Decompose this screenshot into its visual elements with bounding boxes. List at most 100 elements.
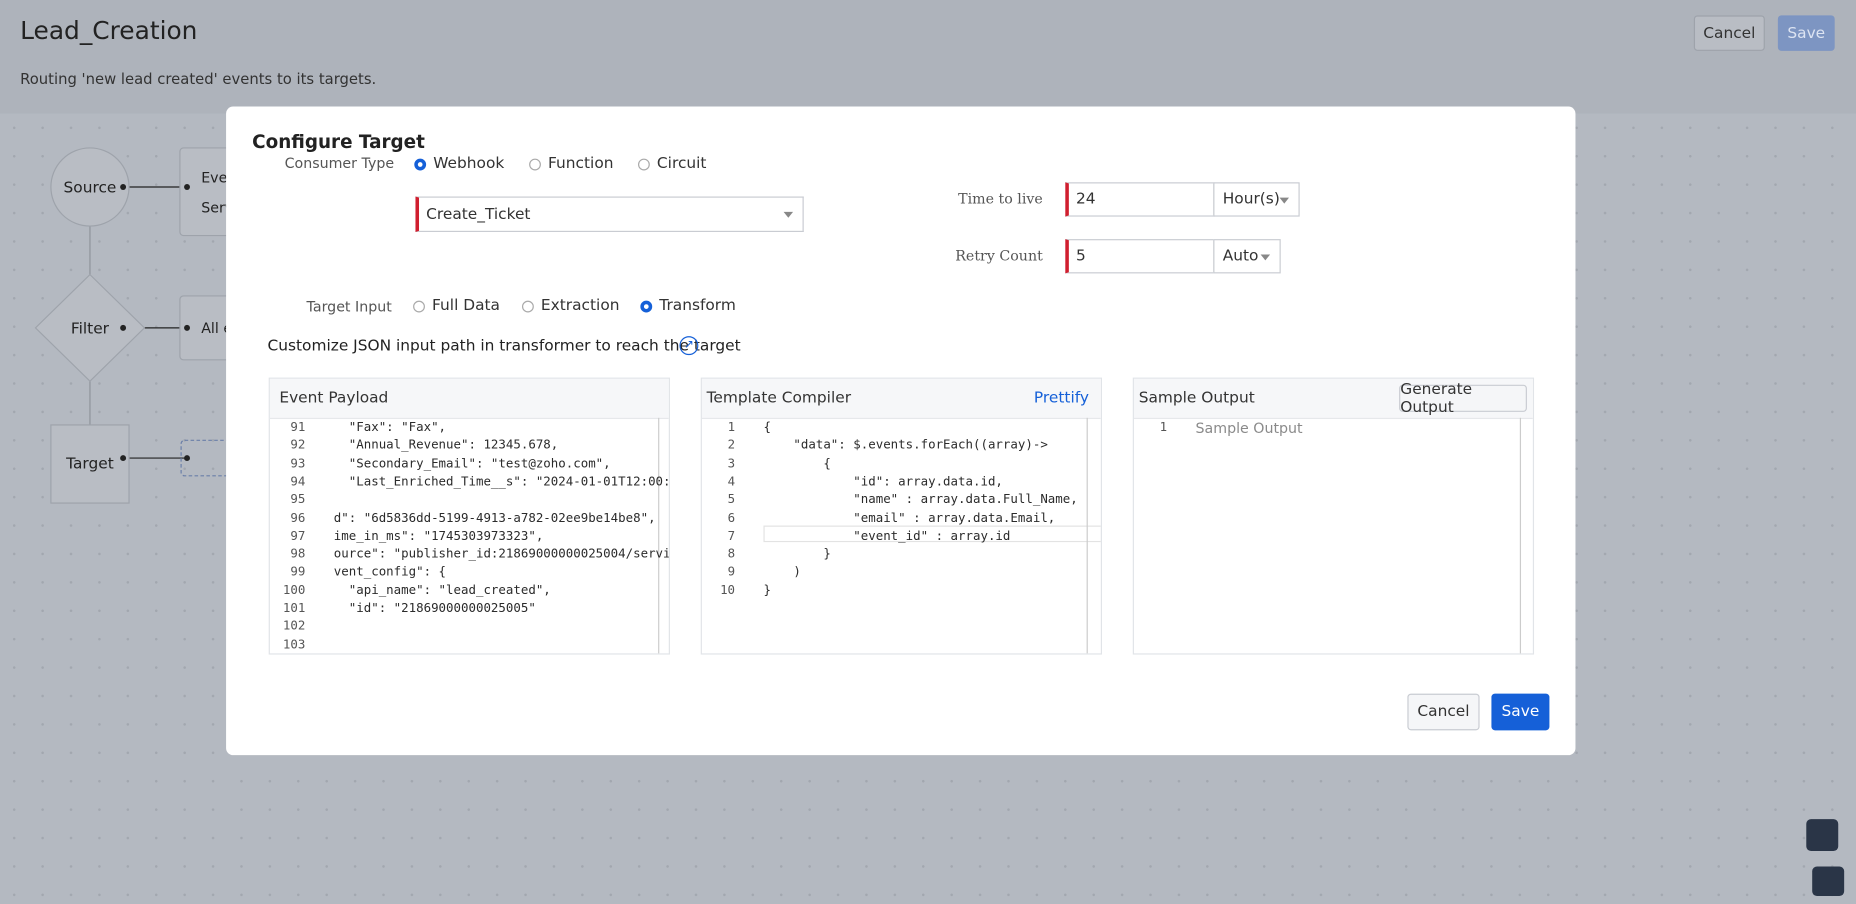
node-box-label: Eve (201, 171, 227, 187)
line-number: 91 (290, 420, 306, 435)
line-number: 10 (720, 583, 736, 598)
code-line: "Secondary_Email": "test@zoho.com", (333, 456, 611, 471)
code-line: "Last_Enriched_Time__s": "2024-01-01T12:… (333, 474, 670, 489)
target-node[interactable] (50, 424, 130, 504)
line-number: 8 (727, 546, 736, 562)
cancel-button[interactable]: Cancel (1407, 693, 1480, 731)
code-line: "id": "21869000000025005" (333, 601, 536, 616)
radio-label: Function (548, 155, 614, 173)
save-button[interactable]: Save (1491, 693, 1550, 731)
configure-target-dialog: Configure Target Consumer Type Webhook F… (226, 106, 1576, 756)
code-line: Sample Output (1195, 420, 1303, 437)
consumer-type-label: Consumer Type (284, 155, 395, 172)
line-number: 94 (290, 474, 306, 489)
code-line: } (763, 583, 771, 598)
panel-header: Event Payload (269, 378, 669, 420)
line-number: 100 (282, 583, 306, 598)
port (184, 324, 190, 331)
node-label: Target (65, 454, 114, 472)
code-line: ource": "publisher_id:21869000000025004/… (333, 546, 670, 562)
scrollbar (1086, 417, 1088, 654)
input-value: 5 (1075, 247, 1086, 266)
target-select[interactable]: Create_Ticket (415, 196, 804, 232)
panel-title: Template Compiler (706, 389, 852, 408)
filter-node[interactable] (34, 273, 146, 382)
code-line: "id": array.data.id, (763, 474, 1003, 489)
port (120, 324, 127, 331)
generate-output-button[interactable]: Generate Output (1399, 381, 1527, 416)
select-value: Auto (1222, 247, 1259, 266)
radio-webhook[interactable]: Webhook (414, 155, 504, 173)
line-number: 7 (727, 528, 736, 544)
scrollbar (1519, 417, 1522, 654)
line-number: 97 (290, 528, 306, 544)
radio-full-data[interactable]: Full Data (413, 297, 500, 315)
retry-mode-select[interactable]: Auto (1213, 239, 1281, 274)
panel-header: Template Compiler Prettify (701, 378, 1101, 420)
ttl-input[interactable]: 24 (1065, 182, 1215, 217)
retry-label: Retry Count (955, 247, 1043, 264)
retry-input[interactable]: 5 (1065, 239, 1215, 274)
radio-circuit[interactable]: Circuit (637, 155, 707, 173)
save-button[interactable]: Save (1777, 15, 1835, 51)
code-line: "data": $.events.forEach((array)-> (763, 438, 1048, 453)
code-line: "name" : array.data.Full_Name, (763, 492, 1078, 507)
line-number: 2 (727, 438, 736, 453)
event-payload-panel: Event Payload 91 "Fax": "Fax", 92 "Annual… (268, 377, 670, 655)
ttl-label: Time to live (958, 190, 1043, 208)
header: Lead_Creation Routing 'new lead created'… (0, 0, 1856, 114)
code-line: "Fax": "Fax", (333, 420, 447, 435)
code-line: "Annual_Revenue": 12345.678, (333, 438, 559, 453)
source-node[interactable] (50, 147, 130, 227)
prettify-link[interactable]: Prettify (1033, 389, 1089, 408)
line-number: 103 (282, 637, 306, 652)
code-line: { (763, 420, 771, 435)
line-number: 96 (290, 510, 306, 525)
radio-function[interactable]: Function (529, 155, 613, 173)
line-number: 99 (290, 565, 306, 580)
sample-output-panel: Sample Output Generate Output 1 Sample Ou… (1132, 377, 1535, 655)
line-number: 98 (290, 546, 306, 562)
line-number: 1 (1159, 420, 1168, 435)
code-line: vent_config": { (333, 565, 447, 580)
page-title: Lead_Creation (20, 16, 198, 45)
panel-title: Sample Output (1138, 389, 1255, 408)
support-icon[interactable] (1812, 866, 1845, 897)
target-input-label: Target Input (306, 298, 392, 315)
line-number: 9 (727, 565, 736, 580)
radio-transform[interactable]: Transform (640, 297, 736, 315)
line-number: 4 (727, 474, 736, 489)
code-line: ime_in_ms": "1745303973323", (333, 528, 544, 544)
radio-label: Transform (659, 297, 736, 315)
node-label: Filter (71, 320, 110, 338)
line-number: 102 (282, 619, 306, 634)
code-line: d": "6d5836dd-5199-4913-a782-02ee9be14be… (333, 510, 656, 525)
line-number: 93 (290, 456, 306, 471)
node-box-label: All e (201, 321, 232, 337)
line-number: 6 (727, 510, 736, 525)
scrollbar (658, 417, 660, 654)
active-line (763, 525, 1101, 543)
panel-header: Sample Output Generate Output (1133, 378, 1533, 420)
radio-extraction[interactable]: Extraction (521, 297, 620, 315)
template-compiler-panel: Template Compiler Prettify 1 {2 "data": $.… (700, 377, 1102, 655)
code-line: "email" : array.data.Email, (763, 510, 1056, 525)
line-number: 101 (282, 601, 306, 616)
cancel-button[interactable]: Cancel (1693, 15, 1765, 51)
ttl-unit-select[interactable]: Hour(s) (1213, 182, 1300, 217)
help-link-icon[interactable]: ↗ (679, 336, 699, 356)
radio-label: Circuit (656, 155, 707, 173)
select-value: Hour(s) (1222, 190, 1280, 209)
code-line: } (763, 546, 831, 562)
line-number: 1 (727, 420, 736, 435)
node-label: Source (64, 179, 117, 197)
line-number: 95 (290, 492, 306, 507)
code-line: ) (763, 565, 801, 580)
port (184, 455, 190, 462)
help-icon[interactable] (1806, 819, 1839, 852)
panel-title: Event Payload (279, 389, 389, 408)
dialog-title: Configure Target (252, 131, 425, 153)
port (120, 184, 127, 190)
